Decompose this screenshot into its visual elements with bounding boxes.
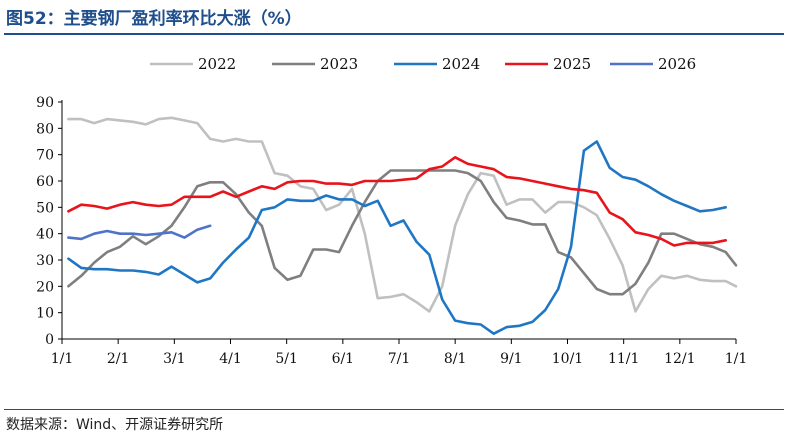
- x-tick-label: 7/1: [388, 351, 411, 367]
- x-tick-label: 1/1: [51, 351, 74, 367]
- x-tick-label: 4/1: [219, 351, 242, 367]
- x-tick-label: 1/1: [725, 351, 748, 367]
- series-line-2023: [67, 169, 738, 296]
- legend-label-2022: 2022: [198, 55, 236, 73]
- series-line-2026: [67, 224, 212, 241]
- title-rule: [4, 33, 784, 35]
- legend-label-2023: 2023: [320, 55, 358, 73]
- axes: 0 10 20 30 40 50 60 70 80 90 1/1 2/1 3/1 4/1 5/1 6/1 7/1…: [36, 95, 747, 367]
- y-tick-label: 30: [36, 253, 54, 269]
- series-line-2025: [67, 156, 727, 247]
- x-tick-label: 3/1: [163, 351, 186, 367]
- figure-title: 图52：主要钢厂盈利率环比大涨（%）: [6, 9, 302, 29]
- legend: 2022 2023 2024 2025 2026: [150, 55, 696, 73]
- y-tick-label: 10: [36, 306, 54, 322]
- y-tick-label: 70: [36, 148, 54, 164]
- series-layer: [67, 116, 738, 335]
- x-tick-label: 8/1: [444, 351, 467, 367]
- x-tick-label: 9/1: [500, 351, 523, 367]
- x-tick-label: 6/1: [332, 351, 355, 367]
- y-tick-label: 50: [36, 200, 54, 216]
- series-line-2022: [67, 116, 738, 313]
- y-tick-label: 90: [36, 95, 54, 111]
- source-rule: [4, 409, 784, 410]
- y-tick-label: 80: [36, 121, 54, 137]
- x-tick-label: 11/1: [608, 351, 639, 367]
- series-line-2024: [67, 140, 727, 335]
- source-note: 数据来源：Wind、开源证券研究所: [6, 417, 224, 433]
- x-tick-label: 2/1: [107, 351, 130, 367]
- legend-label-2025: 2025: [553, 55, 591, 73]
- x-tick-label: 5/1: [275, 351, 298, 367]
- x-tick-label: 10/1: [552, 351, 583, 367]
- chart-svg: 2022 2023 2024 2025 2026 0 10 20 30 40 50 60 70 80 90…: [36, 55, 747, 367]
- y-tick-label: 0: [45, 332, 54, 348]
- y-tick-label: 40: [36, 227, 54, 243]
- legend-label-2024: 2024: [442, 55, 480, 73]
- legend-label-2026: 2026: [658, 55, 696, 73]
- y-tick-label: 60: [36, 174, 54, 190]
- y-tick-label: 20: [36, 279, 54, 295]
- x-tick-label: 12/1: [664, 351, 695, 367]
